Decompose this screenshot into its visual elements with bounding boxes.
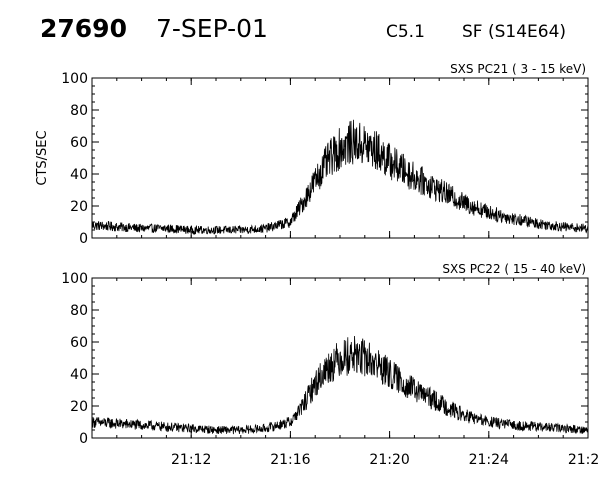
y-tick-label: 0	[79, 231, 88, 247]
chart-title: SXS PC22 ( 15 - 40 keV)	[442, 262, 586, 276]
y-tick-label: 100	[61, 271, 88, 287]
y-tick-label: 60	[70, 335, 88, 351]
x-tick-label: 21:24	[469, 452, 509, 468]
chart-title: SXS PC21 ( 3 - 15 keV)	[450, 62, 586, 76]
y-axis-label: CTS/SEC	[35, 130, 50, 185]
flare-location: SF (S14E64)	[462, 22, 567, 42]
y-tick-label: 20	[70, 199, 88, 215]
x-tick-label: 21:16	[270, 452, 310, 468]
y-tick-label: 100	[61, 71, 88, 87]
x-tick-label: 21:20	[369, 452, 409, 468]
y-tick-label: 80	[70, 103, 88, 119]
y-tick-label: 40	[70, 167, 88, 183]
flare-class: C5.1	[386, 22, 425, 42]
y-tick-label: 40	[70, 367, 88, 383]
y-tick-label: 0	[79, 431, 88, 447]
x-tick-label: 21:28	[568, 452, 600, 468]
series-line	[91, 119, 589, 235]
y-tick-label: 20	[70, 399, 88, 415]
x-tick-label: 21:12	[171, 452, 211, 468]
y-tick-label: 80	[70, 303, 88, 319]
y-tick-label: 60	[70, 135, 88, 151]
flare-date: 7-SEP-01	[156, 14, 268, 43]
flare-id: 27690	[40, 14, 127, 43]
series-line	[91, 335, 589, 435]
